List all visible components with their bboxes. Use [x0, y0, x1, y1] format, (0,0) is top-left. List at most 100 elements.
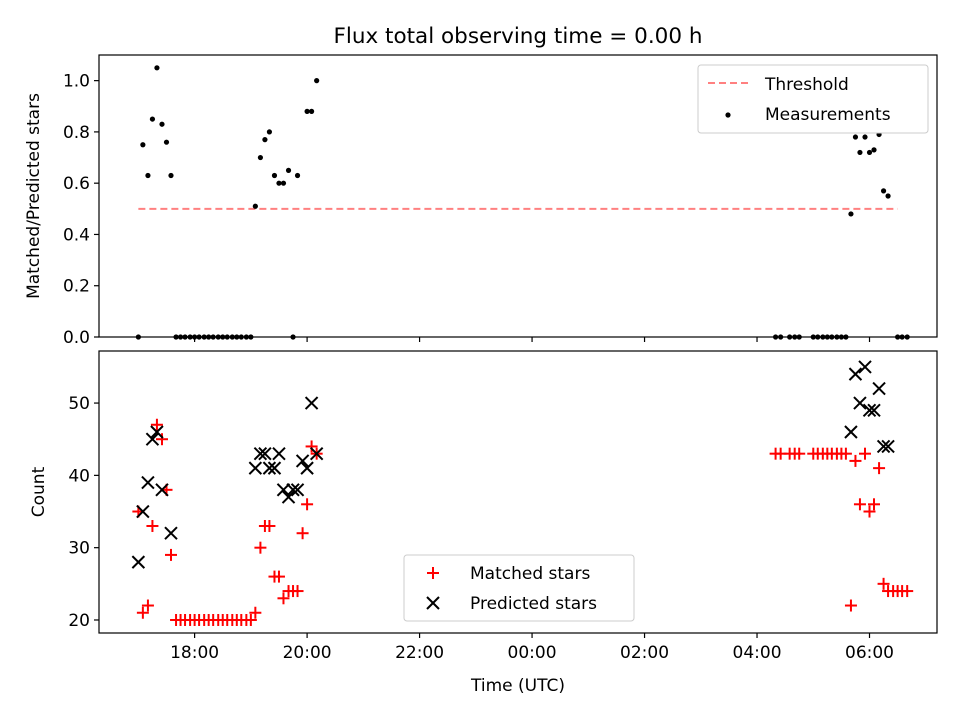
matched-star-point — [863, 505, 876, 518]
x-tick-label: 02:00 — [620, 643, 669, 663]
measurement-points — [135, 65, 910, 340]
predicted-star-point — [290, 483, 305, 497]
matched-star-point — [296, 527, 309, 540]
matched-star-point — [141, 599, 154, 612]
top-plot-frame — [98, 54, 938, 338]
measurement-point — [271, 172, 278, 179]
predicted-star-point — [258, 446, 272, 461]
measurement-point — [257, 154, 264, 161]
measurement-point — [862, 134, 868, 140]
bottom-legend: Matched stars Predicted stars — [403, 554, 635, 622]
x-tick-label: 22:00 — [395, 643, 444, 663]
matched-star-point — [793, 447, 806, 460]
y-tick-label: 40 — [68, 466, 90, 486]
matched-star-point — [859, 447, 872, 460]
matched-star-point — [244, 613, 257, 626]
legend-matched-label: Matched stars — [470, 564, 590, 584]
y-tick-label: 20 — [68, 611, 90, 631]
predicted-star-point — [867, 403, 881, 417]
measurement-point — [154, 65, 160, 71]
matched-star-point — [301, 498, 314, 511]
predicted-star-point — [876, 439, 891, 454]
predicted-star-point — [858, 360, 872, 374]
predicted-star-point — [295, 454, 310, 468]
legend-predicted-label: Predicted stars — [470, 594, 597, 614]
count-points — [131, 360, 914, 626]
legend-matched-marker — [427, 567, 439, 579]
x-tick-label: 04:00 — [733, 643, 782, 663]
measurement-point — [880, 188, 887, 194]
predicted-star-point — [272, 446, 286, 461]
bottom-x-axis: 18:00 20:00 22:00 00:00 02:00 04:00 06:00 — [170, 633, 894, 663]
measurement-point — [308, 108, 315, 114]
matched-star-point — [150, 418, 163, 431]
predicted-star-point — [286, 483, 300, 497]
x-tick-label: 06:00 — [845, 643, 894, 663]
matched-star-point — [136, 606, 149, 619]
top-y-axis: 0.0 0.2 0.4 0.6 0.8 1.0 — [63, 72, 99, 348]
matched-star-point — [254, 541, 267, 554]
measurement-point — [871, 147, 877, 153]
matched-star-point — [291, 585, 304, 598]
matched-star-point — [877, 577, 890, 590]
measurement-point — [294, 172, 301, 179]
x-tick-label: 00:00 — [508, 643, 557, 663]
matched-star-point — [901, 585, 914, 598]
matched-star-point — [305, 440, 318, 453]
matched-star-point — [873, 462, 886, 475]
matched-star-point — [868, 498, 881, 511]
predicted-star-point — [248, 461, 263, 475]
predicted-star-point — [131, 555, 146, 569]
y-tick-label: 0.0 — [63, 328, 90, 348]
predicted-star-point — [164, 526, 178, 540]
predicted-star-point — [848, 367, 863, 381]
measurement-point — [149, 116, 156, 122]
measurement-point — [168, 172, 174, 179]
y-tick-label: 0.8 — [63, 123, 90, 143]
matched-star-point — [839, 447, 852, 460]
matched-star-point — [164, 548, 177, 561]
measurement-point — [140, 142, 146, 148]
predicted-star-point — [872, 381, 886, 396]
measurement-point — [262, 137, 268, 143]
top-legend-box — [697, 64, 929, 134]
top-y-axis-label: Matched/Predicted stars — [24, 93, 44, 299]
predicted-star-point — [145, 432, 160, 446]
x-tick-label: 20:00 — [283, 643, 332, 663]
bottom-legend-box — [403, 554, 635, 622]
matched-star-point — [853, 498, 866, 511]
predicted-star-point — [253, 446, 268, 461]
matched-star-point — [146, 519, 159, 532]
y-tick-label: 0.2 — [63, 277, 90, 297]
legend-threshold-label: Threshold — [764, 75, 849, 95]
legend-measurement-label: Measurements — [765, 105, 891, 125]
legend-measurement-marker — [725, 112, 731, 118]
measurement-point — [314, 78, 320, 84]
predicted-star-point — [300, 461, 314, 475]
measurement-point — [276, 180, 282, 186]
predicted-star-point — [136, 504, 150, 519]
predicted-star-point — [276, 483, 291, 497]
y-tick-label: 0.4 — [63, 225, 90, 245]
predicted-star-point — [281, 490, 296, 504]
bottom-y-axis: 20 30 40 50 — [68, 394, 99, 631]
measurement-point — [866, 149, 873, 156]
top-x-ticks — [194, 337, 871, 342]
legend-predicted-marker — [426, 596, 440, 610]
predicted-star-point — [267, 461, 282, 475]
measurement-point — [857, 149, 863, 156]
x-tick-label: 18:00 — [170, 643, 219, 663]
matched-star-point — [249, 606, 262, 619]
y-tick-label: 1.0 — [63, 72, 90, 92]
matched-star-point — [844, 599, 857, 612]
matched-star-point — [155, 433, 168, 446]
chart-title: Flux total observing time = 0.00 h — [334, 24, 703, 49]
bottom-y-axis-label: Count — [29, 466, 49, 517]
predicted-star-point — [853, 396, 867, 410]
predicted-star-point — [304, 396, 319, 410]
measurement-point — [848, 211, 854, 217]
measurement-point — [885, 193, 891, 199]
top-legend: Threshold Measurements — [697, 64, 929, 134]
matched-star-point — [272, 570, 285, 583]
